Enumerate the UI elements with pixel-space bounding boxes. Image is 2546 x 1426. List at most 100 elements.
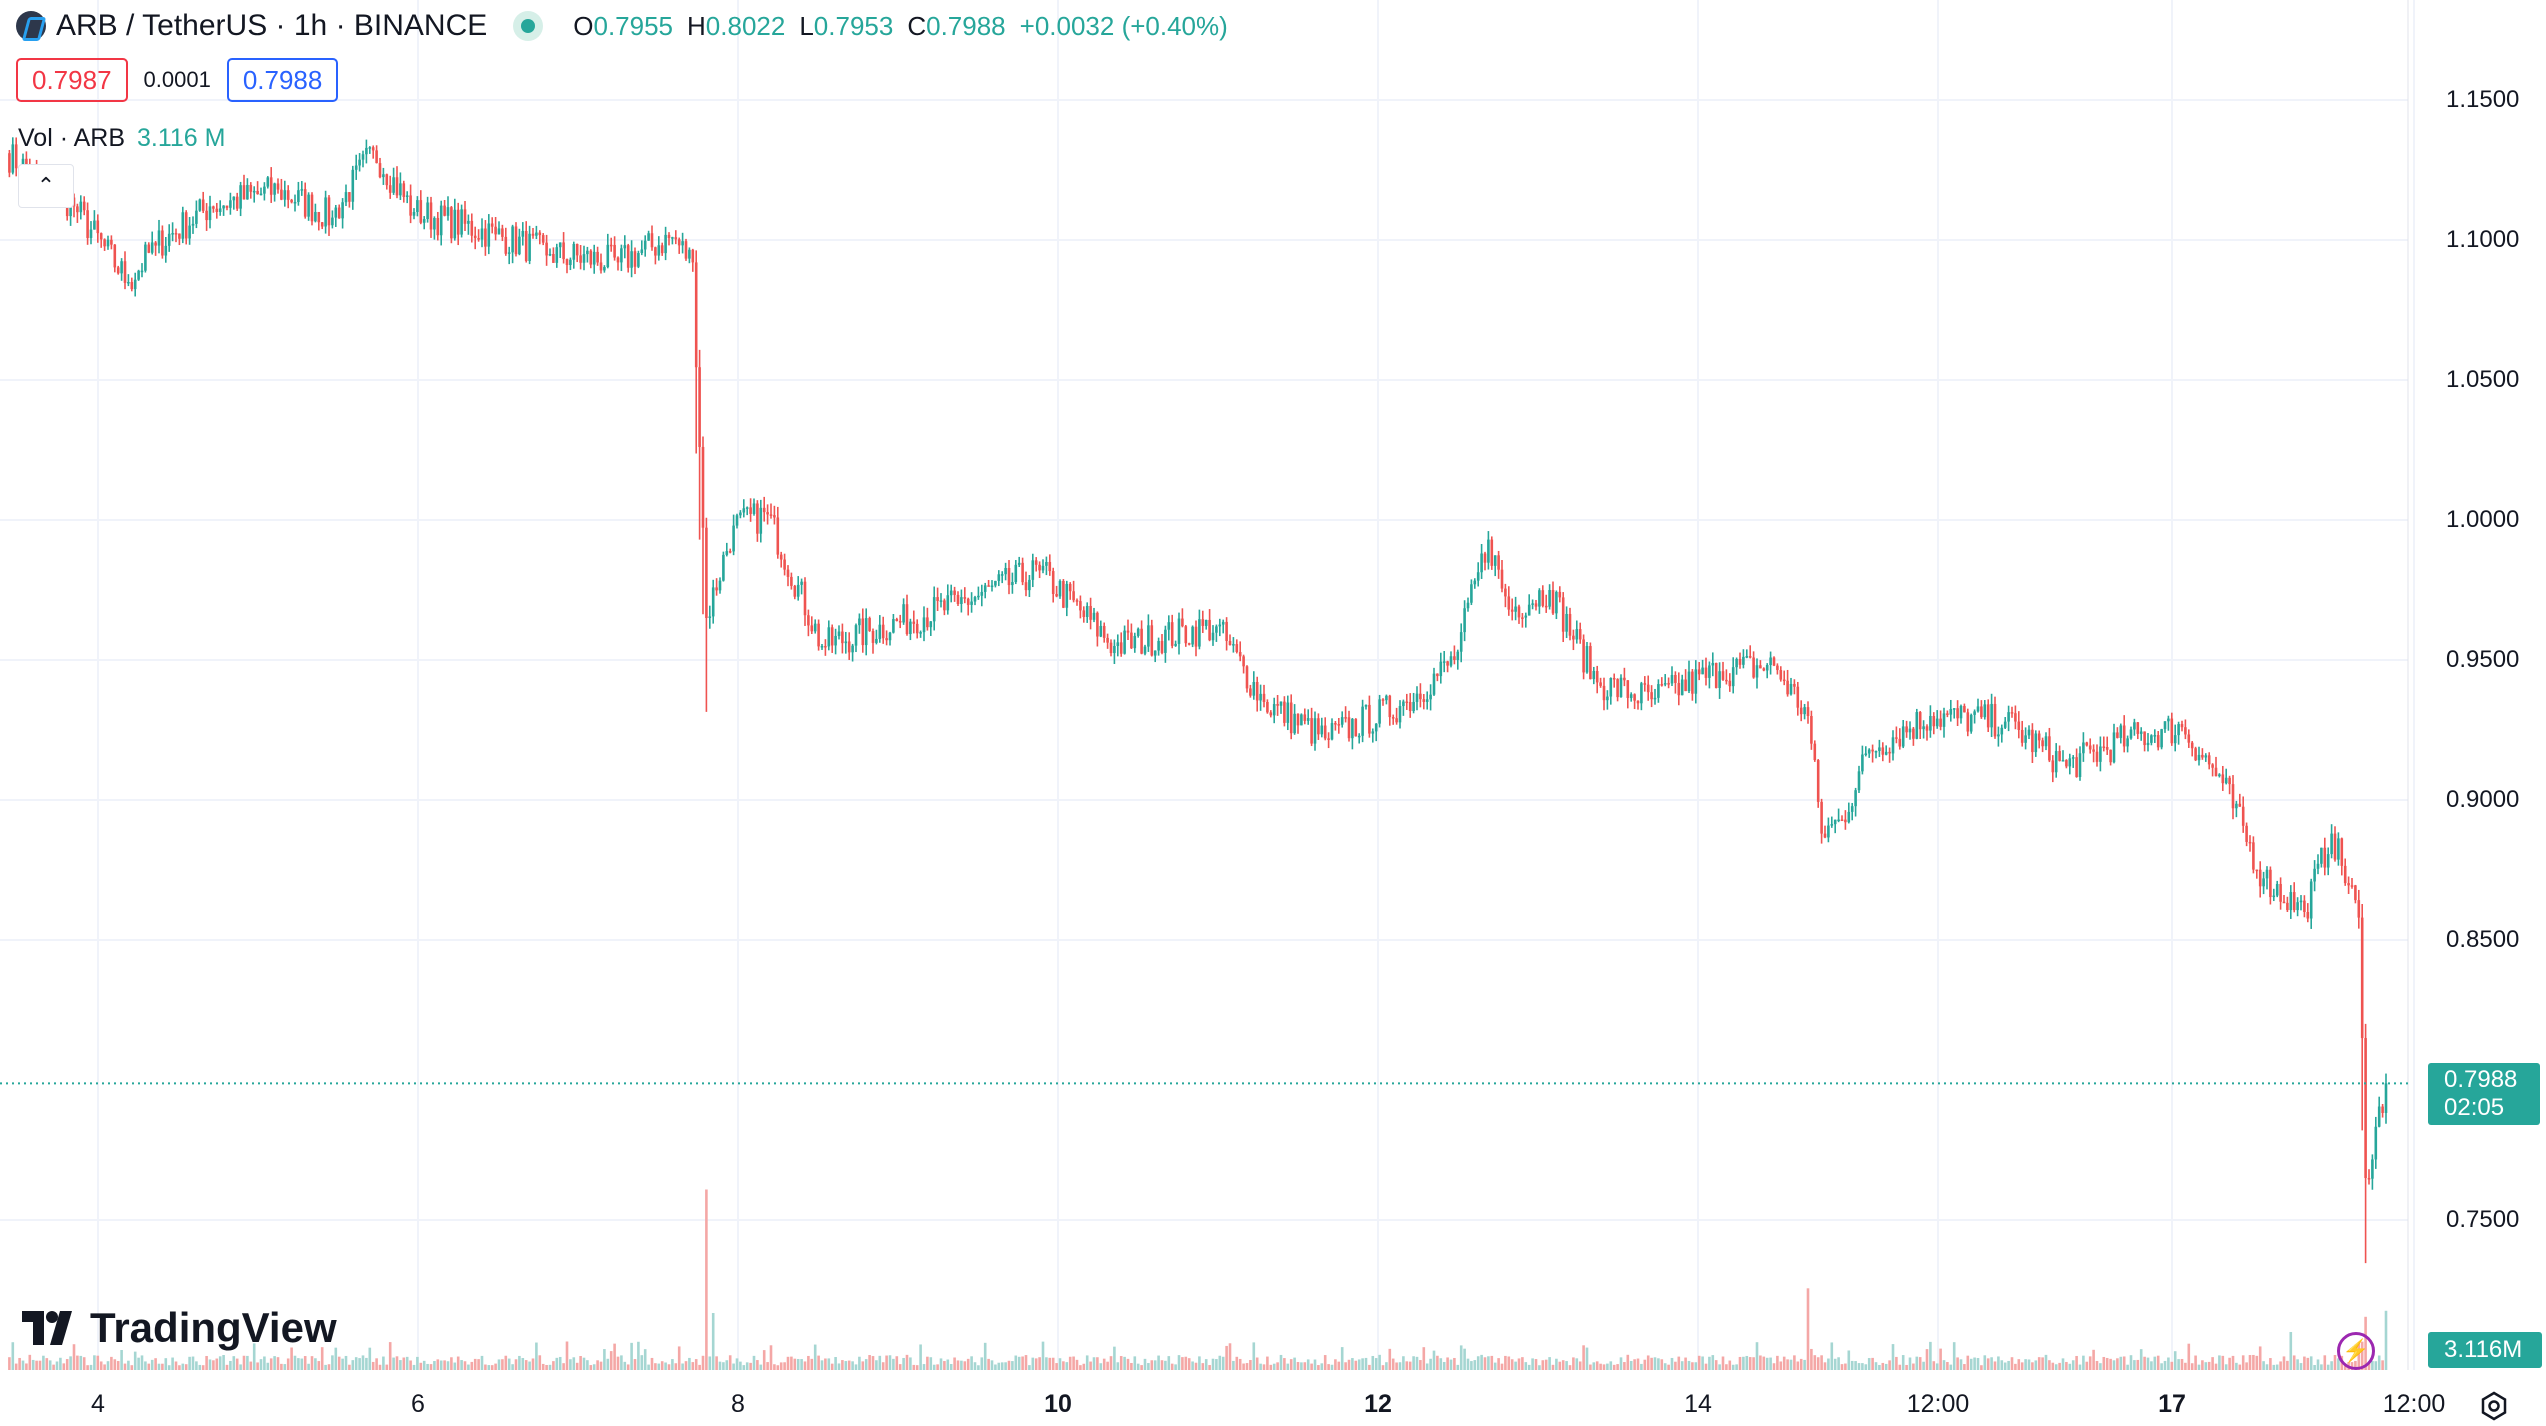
candle — [1079, 595, 1082, 619]
sell-button[interactable]: 0.7987 — [16, 58, 128, 102]
volume-bar — [371, 1361, 375, 1370]
candle — [1850, 802, 1854, 821]
gear-icon[interactable] — [2478, 1390, 2510, 1422]
volume-bar — [773, 1364, 776, 1370]
volume-bar — [1606, 1363, 1609, 1370]
candle — [1599, 677, 1602, 688]
volume-bar — [1293, 1357, 1296, 1370]
candle — [2112, 723, 2116, 764]
candle — [966, 597, 970, 616]
candle — [2323, 837, 2327, 876]
market-status-icon[interactable] — [513, 11, 544, 41]
collapse-legend-button[interactable]: ⌃ — [18, 164, 74, 208]
volume-bar — [1340, 1347, 1344, 1370]
candle — [1861, 745, 1864, 775]
volume-bar — [1684, 1357, 1687, 1370]
volume-bar — [388, 1342, 392, 1370]
volume-bar — [1864, 1364, 1868, 1370]
volume-bar — [657, 1363, 661, 1370]
volume-bar — [538, 1355, 542, 1370]
volume-bar — [1840, 1364, 1844, 1370]
volume-bar — [759, 1364, 763, 1370]
candle — [548, 248, 552, 257]
candle — [1160, 634, 1164, 655]
volume-bar — [1793, 1355, 1796, 1370]
candle — [348, 192, 351, 208]
candle — [201, 191, 205, 214]
volume-bar — [1786, 1359, 1789, 1370]
candle — [1657, 679, 1660, 703]
volume-bar — [2088, 1356, 2092, 1370]
volume-bar — [426, 1363, 429, 1370]
volume-bar — [1483, 1357, 1487, 1370]
candle — [1442, 651, 1446, 673]
volume-bar — [1476, 1356, 1480, 1370]
candle — [1633, 693, 1636, 710]
volume-bar — [300, 1358, 304, 1370]
candle — [511, 224, 514, 264]
volume-bar — [1317, 1365, 1320, 1370]
candle — [1786, 669, 1789, 697]
candle — [130, 277, 134, 292]
candle — [834, 628, 837, 655]
candle — [909, 618, 912, 641]
candle — [198, 198, 202, 212]
volume-bar — [1184, 1356, 1188, 1370]
candle — [144, 241, 147, 273]
candle — [1898, 728, 1902, 750]
candle — [2320, 847, 2323, 868]
volume-bar — [909, 1357, 912, 1370]
volume-bar — [705, 1189, 708, 1370]
volume-bar — [936, 1364, 939, 1370]
candle — [868, 616, 871, 632]
volume-bar — [1803, 1359, 1806, 1370]
volume-bar — [2037, 1357, 2041, 1370]
volume-bar — [1334, 1359, 1337, 1370]
volume-bar — [650, 1357, 654, 1370]
candle — [388, 175, 392, 199]
candle — [1691, 669, 1694, 701]
candle — [1262, 684, 1266, 708]
volume-bar — [626, 1364, 630, 1370]
volume-legend[interactable]: Vol · ARB 3.116 M — [18, 124, 225, 153]
volume-bar — [402, 1357, 406, 1370]
candle — [2207, 752, 2211, 770]
candle — [378, 157, 382, 179]
tradingview-logo[interactable]: TradingView — [22, 1304, 337, 1352]
buy-button[interactable]: 0.7988 — [226, 58, 339, 102]
volume-bar — [1956, 1357, 1959, 1370]
candle — [460, 204, 463, 238]
candle — [239, 181, 242, 217]
candle — [1459, 623, 1463, 663]
candle — [2058, 745, 2061, 762]
candle — [1568, 607, 1572, 641]
volume-bar — [2245, 1362, 2248, 1370]
candle — [1381, 698, 1385, 706]
candle — [1561, 592, 1565, 643]
volume-bar — [1344, 1362, 1347, 1370]
volume-bar — [399, 1360, 402, 1370]
volume-bar — [259, 1359, 263, 1370]
candle — [1640, 681, 1643, 711]
candle — [2180, 720, 2184, 732]
candle — [1762, 667, 1766, 672]
volume-bar — [1429, 1358, 1432, 1370]
candle — [249, 182, 253, 199]
volume-bar — [470, 1361, 474, 1370]
candle — [358, 153, 361, 172]
volume-bar — [1646, 1355, 1650, 1370]
candle — [2082, 732, 2085, 762]
volume-tag: 3.116M — [2428, 1332, 2542, 1368]
lightning-icon[interactable]: ⚡ — [2337, 1332, 2375, 1370]
candle — [728, 548, 732, 554]
volume-bar — [507, 1358, 511, 1370]
volume-bar — [405, 1356, 409, 1370]
candle — [2031, 723, 2034, 763]
symbol-title[interactable]: ARB / TetherUS · 1h · BINANCE — [56, 9, 488, 42]
volume-bar — [718, 1361, 722, 1370]
candle — [2095, 744, 2099, 767]
trade-buttons: 0.7987 0.0001 0.7988 — [16, 58, 339, 102]
volume-bar — [106, 1361, 110, 1370]
volume-bar — [511, 1364, 514, 1370]
